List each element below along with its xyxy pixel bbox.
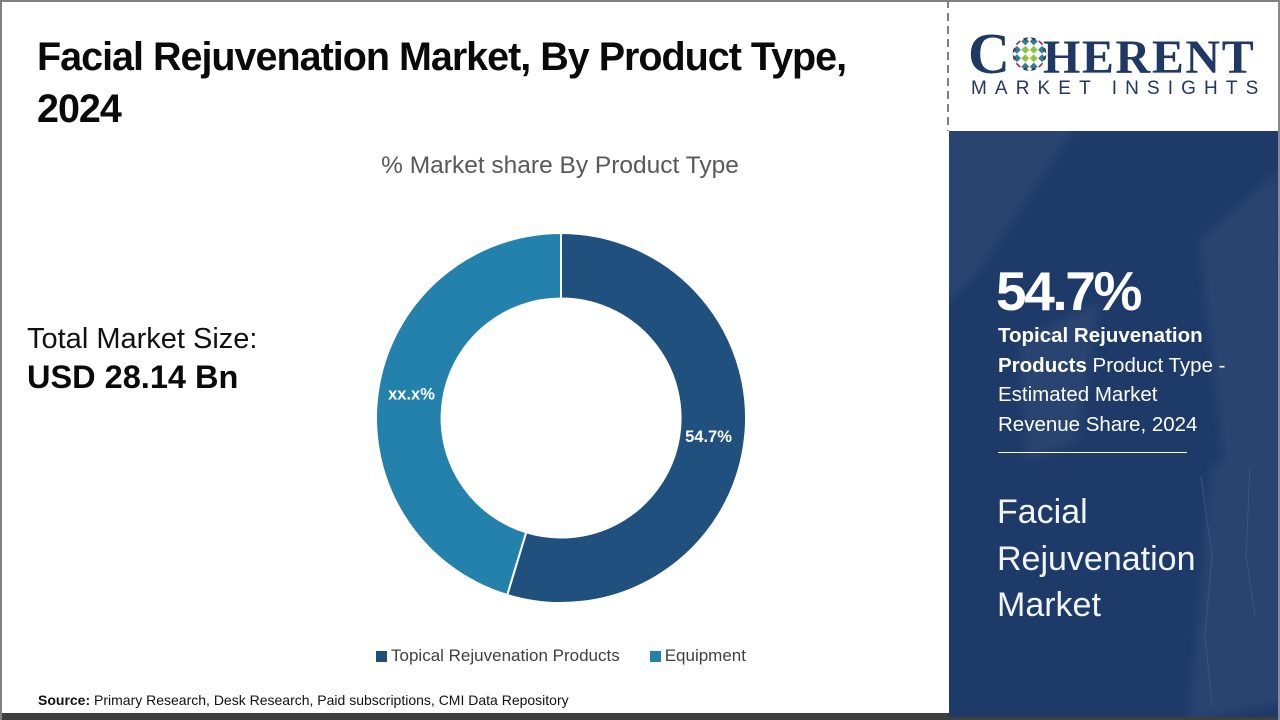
svg-text:HERENT: HERENT (1043, 31, 1255, 84)
svg-text:54.7%: 54.7% (685, 428, 732, 446)
svg-text:C: C (968, 28, 1010, 86)
svg-text:xx.x%: xx.x% (388, 386, 435, 404)
svg-text:MARKET INSIGHTS: MARKET INSIGHTS (971, 78, 1264, 99)
